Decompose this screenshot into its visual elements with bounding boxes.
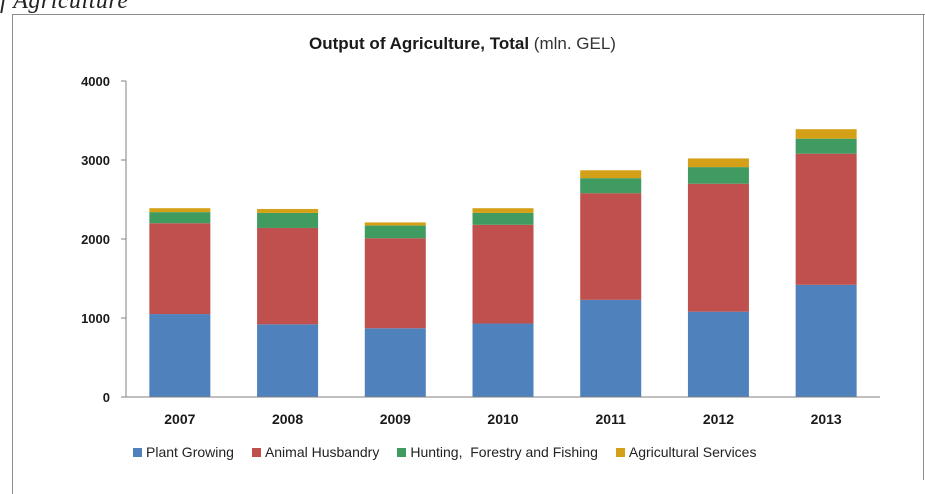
legend-item-3: Agricultural Services [615,444,757,460]
x-tick-label-2011: 2011 [596,411,627,427]
chart-title: Output of Agriculture, Total (mln. GEL) [0,34,925,54]
bar-2009-series-0 [364,328,426,397]
legend-item-1: Animal Husbandry [251,444,380,460]
bar-2008-series-2 [257,212,319,228]
bar-2008-series-3 [257,208,319,213]
bar-2010-series-2 [472,212,534,225]
bar-2007-series-1 [149,223,211,315]
legend-item-0: Plant Growing [133,444,234,460]
stacked-bar-chart: 2007 2008 2009 2010 2011 2012 2013 0 1000 2000 300… [81,74,880,427]
bar-2010-series-0 [472,323,534,397]
bar-2011-series-3 [580,170,642,179]
chart-frame-right-edge [923,14,924,480]
bar-2011-series-0 [580,299,642,397]
y-tick-label-3000: 3000 [81,153,110,168]
bar-2012-series-0 [687,311,749,397]
bar-2012-series-3 [687,158,749,168]
bar-2013-series-0 [795,284,857,397]
x-tick-label-2013: 2013 [811,411,842,427]
legend-swatch-3 [615,447,625,457]
bar-2010-series-1 [472,224,534,324]
bar-2009-series-1 [364,238,426,329]
bar-2009-series-3 [364,222,426,226]
y-tick-label-0: 0 [103,390,110,405]
x-tick-label-2012: 2012 [703,411,734,427]
bar-2012-series-2 [687,167,749,184]
y-tick-label-1000: 1000 [81,311,110,326]
bar-2007-series-3 [149,208,211,213]
chart-title-main: Output of Agriculture, Total [309,34,530,53]
bar-2013-series-2 [795,138,857,154]
bar-2010-series-3 [472,208,534,213]
bar-2011-series-2 [580,178,642,194]
x-tick-label-2010: 2010 [487,411,518,427]
y-tick-label-4000: 4000 [81,74,110,89]
bar-2013-series-1 [795,153,857,285]
chart-legend: Plant Growing Animal Husbandry Hunting, Fo… [133,444,756,460]
y-tick-label-2000: 2000 [81,232,110,247]
legend-item-2: Hunting, Forestry and Fishing [397,444,598,460]
x-tick-label-2009: 2009 [380,411,411,427]
bar-2008-series-1 [257,227,319,325]
legend-swatch-0 [133,447,142,457]
x-tick-label-2008: 2008 [272,411,303,427]
bar-2011-series-1 [580,193,642,300]
chart-frame [12,14,925,494]
legend-label-2: Hunting, Forestry and Fishing [410,444,598,460]
legend-label-1: Animal Husbandry [264,444,380,460]
legend-swatch-1 [251,447,261,457]
bar-2007-series-2 [149,212,211,224]
legend-label-0: Plant Growing [146,444,234,460]
x-tick-label-2007: 2007 [164,411,195,427]
legend-swatch-2 [397,447,407,457]
top-heading-fragment: f Agriculture [0,0,129,14]
bar-2008-series-0 [257,324,319,397]
chart-title-unit: (mln. GEL) [533,34,616,53]
bar-2012-series-1 [687,183,749,312]
bar-2013-series-3 [795,129,857,139]
bar-2007-series-0 [149,314,211,397]
bar-2009-series-2 [364,225,426,239]
legend-label-3: Agricultural Services [628,444,757,460]
